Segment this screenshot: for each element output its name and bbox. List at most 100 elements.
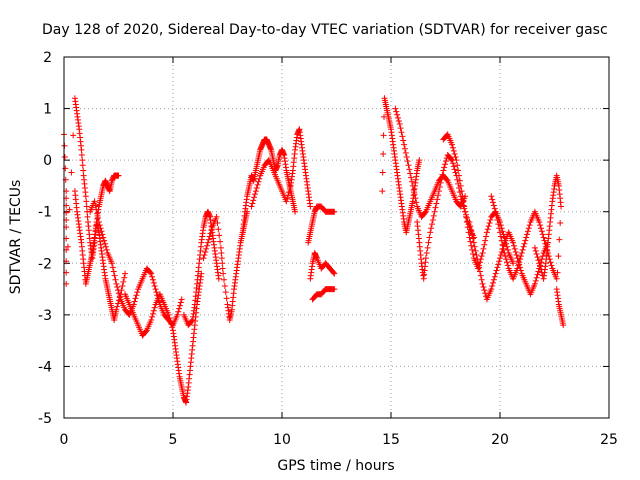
data-point bbox=[61, 154, 68, 161]
data-point bbox=[501, 249, 508, 256]
data-point bbox=[439, 171, 446, 178]
data-point bbox=[379, 169, 386, 176]
data-point bbox=[406, 166, 413, 173]
data-point bbox=[489, 196, 496, 203]
data-point bbox=[285, 189, 292, 196]
x-axis-label: GPS time / hours bbox=[277, 458, 394, 474]
data-point bbox=[429, 216, 436, 223]
data-point bbox=[393, 108, 400, 115]
data-point bbox=[483, 233, 490, 240]
data-point bbox=[405, 162, 412, 169]
data-point bbox=[485, 223, 492, 230]
data-point bbox=[478, 253, 485, 260]
data-point bbox=[499, 241, 506, 248]
data-point bbox=[425, 239, 432, 246]
y-tick-label: 0 bbox=[43, 153, 52, 169]
series-track-f bbox=[200, 208, 251, 324]
data-point bbox=[536, 219, 543, 226]
data-point bbox=[177, 299, 184, 306]
data-point bbox=[486, 220, 493, 227]
data-point bbox=[448, 156, 455, 163]
data-point bbox=[205, 236, 212, 243]
data-point bbox=[411, 191, 418, 198]
data-point bbox=[488, 286, 495, 293]
data-point bbox=[488, 193, 495, 200]
data-point bbox=[255, 178, 262, 185]
data-point bbox=[111, 272, 118, 279]
data-point bbox=[96, 222, 103, 229]
data-point bbox=[284, 195, 291, 202]
data-point bbox=[413, 199, 420, 206]
data-point bbox=[79, 162, 86, 169]
data-point bbox=[502, 253, 509, 260]
data-point bbox=[456, 172, 463, 179]
data-point bbox=[503, 256, 510, 263]
data-point bbox=[70, 132, 77, 139]
axis-ticks: 0 5 10 15 20 25 -5 -4 -3 -2 -1 0 1 2 bbox=[38, 50, 618, 448]
data-point bbox=[482, 237, 489, 244]
data-point bbox=[539, 253, 546, 260]
data-point bbox=[525, 225, 532, 232]
data-point bbox=[213, 213, 220, 220]
data-point bbox=[402, 149, 409, 156]
data-point bbox=[489, 282, 496, 289]
data-point bbox=[556, 236, 563, 243]
data-point bbox=[115, 290, 122, 297]
data-point bbox=[248, 203, 255, 210]
data-point bbox=[103, 246, 110, 253]
data-point bbox=[462, 208, 469, 215]
data-point bbox=[524, 228, 531, 235]
data-point bbox=[464, 224, 471, 231]
data-point bbox=[331, 286, 338, 293]
data-point bbox=[518, 249, 525, 256]
data-point bbox=[519, 246, 526, 253]
data-point bbox=[95, 219, 102, 226]
data-point bbox=[410, 187, 417, 194]
data-point bbox=[490, 202, 497, 209]
data-point bbox=[121, 274, 128, 281]
data-point bbox=[469, 235, 476, 242]
data-point bbox=[134, 289, 141, 296]
data-point bbox=[517, 256, 524, 263]
data-point bbox=[132, 295, 139, 302]
data-point bbox=[441, 164, 448, 171]
data-point bbox=[537, 263, 544, 270]
data-point bbox=[407, 170, 414, 177]
data-point bbox=[220, 270, 227, 277]
data-point bbox=[380, 132, 387, 139]
data-point bbox=[204, 239, 211, 246]
data-point bbox=[494, 264, 501, 271]
data-point bbox=[219, 260, 226, 267]
data-point bbox=[468, 242, 475, 249]
data-point bbox=[114, 284, 121, 291]
data-point bbox=[496, 258, 503, 265]
data-point bbox=[494, 216, 501, 223]
chart-title: Day 128 of 2020, Sidereal Day-to-day VTE… bbox=[42, 22, 608, 38]
data-point bbox=[398, 129, 405, 136]
data-point bbox=[493, 267, 500, 274]
data-point bbox=[68, 169, 75, 176]
data-point bbox=[532, 247, 539, 254]
data-point bbox=[431, 208, 438, 215]
data-point bbox=[460, 198, 467, 205]
data-point bbox=[412, 195, 419, 202]
data-point bbox=[440, 167, 447, 174]
data-point bbox=[473, 252, 480, 259]
data-point bbox=[450, 147, 457, 154]
data-point bbox=[442, 158, 449, 165]
data-point bbox=[331, 270, 338, 277]
data-point bbox=[478, 276, 485, 283]
data-point bbox=[114, 303, 121, 310]
data-point bbox=[92, 202, 99, 209]
data-point bbox=[108, 260, 115, 267]
data-point bbox=[497, 255, 503, 262]
data-point bbox=[479, 249, 486, 256]
data-point bbox=[435, 188, 442, 195]
data-point bbox=[536, 260, 543, 267]
data-point bbox=[150, 279, 157, 286]
data-point bbox=[119, 282, 126, 289]
data-point bbox=[558, 203, 565, 210]
data-point bbox=[443, 176, 450, 183]
data-point bbox=[404, 158, 411, 165]
data-point bbox=[517, 253, 524, 260]
